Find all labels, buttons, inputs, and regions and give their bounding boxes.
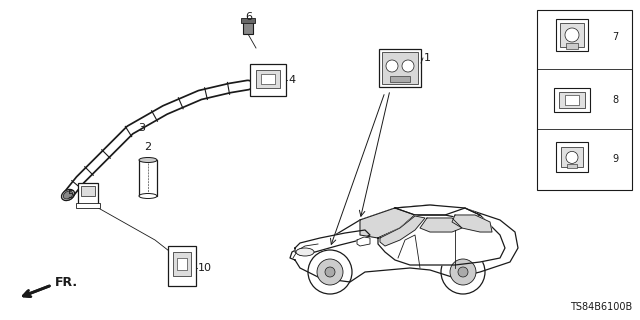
Polygon shape xyxy=(380,216,425,246)
Bar xyxy=(390,76,410,82)
Circle shape xyxy=(402,60,414,72)
Text: 2: 2 xyxy=(145,142,152,152)
Bar xyxy=(567,164,577,168)
Bar xyxy=(556,19,588,51)
Text: 4: 4 xyxy=(288,75,295,85)
Circle shape xyxy=(458,267,468,277)
Circle shape xyxy=(308,250,352,294)
Text: 5: 5 xyxy=(67,190,74,200)
Bar xyxy=(173,252,191,276)
Ellipse shape xyxy=(61,189,74,201)
Text: 9: 9 xyxy=(612,155,618,164)
Bar xyxy=(566,43,578,49)
Text: 8: 8 xyxy=(612,95,618,105)
Polygon shape xyxy=(420,218,462,232)
Polygon shape xyxy=(357,237,370,246)
Bar xyxy=(256,70,280,88)
Ellipse shape xyxy=(296,248,314,256)
Circle shape xyxy=(566,151,578,164)
Circle shape xyxy=(441,250,485,294)
Text: 7: 7 xyxy=(612,32,618,42)
Circle shape xyxy=(317,259,343,285)
Circle shape xyxy=(325,267,335,277)
Bar xyxy=(560,23,584,47)
Bar xyxy=(382,52,418,84)
Bar xyxy=(81,186,95,196)
Bar xyxy=(565,95,579,105)
Bar xyxy=(250,64,286,96)
Bar xyxy=(139,160,157,196)
Text: 10: 10 xyxy=(198,263,212,273)
Bar xyxy=(243,20,253,34)
Bar xyxy=(261,74,275,84)
Bar xyxy=(76,203,100,208)
Bar xyxy=(556,142,588,172)
Ellipse shape xyxy=(139,157,157,163)
Circle shape xyxy=(386,60,398,72)
Polygon shape xyxy=(295,230,370,255)
Bar xyxy=(537,10,632,190)
Circle shape xyxy=(565,28,579,42)
Bar xyxy=(554,88,590,112)
Bar xyxy=(168,246,196,286)
Polygon shape xyxy=(452,215,492,232)
Polygon shape xyxy=(395,205,480,220)
Polygon shape xyxy=(360,208,415,238)
Bar xyxy=(561,148,583,167)
Text: FR.: FR. xyxy=(55,276,78,290)
Text: TS84B6100B: TS84B6100B xyxy=(570,302,632,312)
Text: 3: 3 xyxy=(138,123,145,133)
Bar xyxy=(379,49,421,87)
Ellipse shape xyxy=(139,194,157,198)
Bar xyxy=(559,92,585,108)
Text: 1: 1 xyxy=(424,53,431,63)
Polygon shape xyxy=(378,208,505,265)
Ellipse shape xyxy=(63,191,73,199)
Circle shape xyxy=(450,259,476,285)
Bar xyxy=(78,183,98,205)
Polygon shape xyxy=(290,205,518,282)
Bar xyxy=(177,258,187,270)
Text: 6: 6 xyxy=(246,12,253,22)
Bar xyxy=(241,18,255,23)
